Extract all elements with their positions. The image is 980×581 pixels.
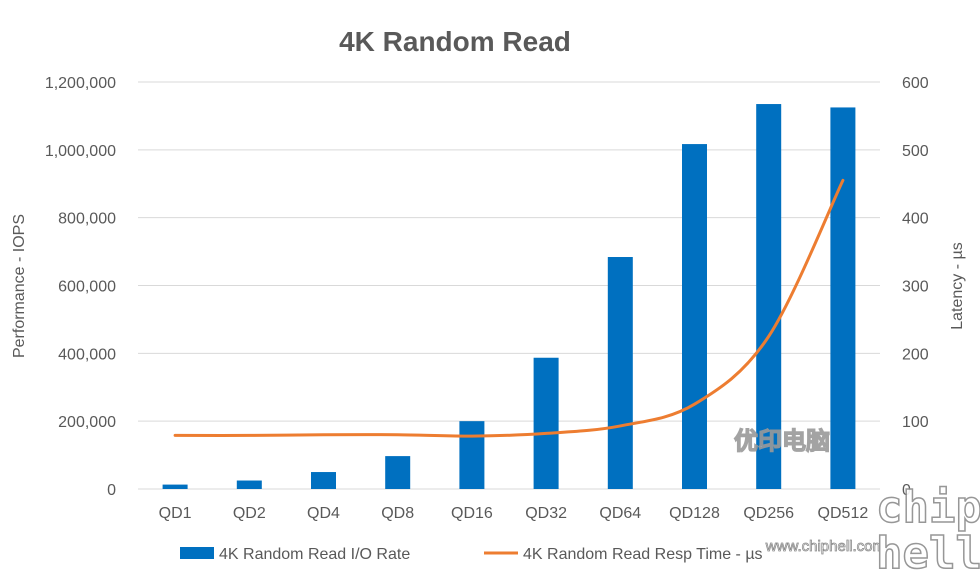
y2-tick-label: 500 [902,143,929,160]
bar [607,257,633,489]
bar [756,104,782,489]
y-axis-left-ticks: 0 200,000 400,000 600,000 800,000 1,000,000 1,… [45,75,116,499]
bar [459,421,485,489]
legend: 4K Random Read I/O Rate 4K Random Read R… [180,546,763,563]
y2-tick-label: 100 [902,414,929,431]
y-tick-label: 200,000 [58,414,116,431]
x-tick-label: QD128 [669,505,720,522]
x-tick-label: QD4 [307,505,340,522]
y-axis-right-label: Latency - µs [949,242,966,329]
x-tick-label: QD8 [381,505,414,522]
x-tick-label: QD32 [525,505,567,522]
watermark-brand-line2: hell [876,528,980,579]
bar [533,357,559,489]
y2-tick-label: 400 [902,211,929,228]
legend-swatch-bars [180,547,214,559]
y-axis-right-ticks: 0 100 200 300 400 500 600 [902,75,929,499]
x-tick-label: QD256 [743,505,794,522]
x-tick-label: QD512 [818,505,869,522]
x-axis-ticks: QD1 QD2 QD4 QD8 QD16 QD32 QD64 QD128 QD256 QD512 [159,505,869,522]
bar [236,480,262,489]
bar [311,472,336,489]
bar [385,456,411,489]
y2-tick-label: 0 [902,482,911,499]
latency-line [173,178,845,438]
watermark-cn-text: 优印电脑 [734,427,830,455]
y-tick-label: 600,000 [58,279,116,296]
y2-tick-label: 300 [902,279,929,296]
y-tick-label: 1,200,000 [45,75,116,92]
y2-tick-label: 600 [902,75,929,92]
gridlines [138,81,880,490]
y2-tick-label: 200 [902,346,929,363]
y-tick-label: 400,000 [58,346,116,363]
bar [830,107,856,489]
watermark: 优印电脑 www.chiphell.com chip hell [733,426,980,579]
x-tick-label: QD2 [233,505,266,522]
y-tick-label: 800,000 [58,211,116,228]
bar [682,144,707,489]
watermark-brand-line1: chip [876,482,980,533]
line-series [173,178,845,438]
x-tick-label: QD64 [599,505,641,522]
watermark-url: www.chiphell.com [765,538,885,555]
chart-title: 4K Random Read [339,26,571,57]
x-tick-label: QD16 [451,505,493,522]
y-tick-label: 1,000,000 [45,143,116,160]
bar [162,484,188,489]
legend-label-bars: 4K Random Read I/O Rate [219,546,410,563]
y-axis-left-label: Performance - IOPS [11,214,28,358]
x-tick-label: QD1 [159,505,192,522]
bar-series [162,104,856,489]
y-tick-label: 0 [107,482,116,499]
legend-label-line: 4K Random Read Resp Time - µs [523,546,763,563]
